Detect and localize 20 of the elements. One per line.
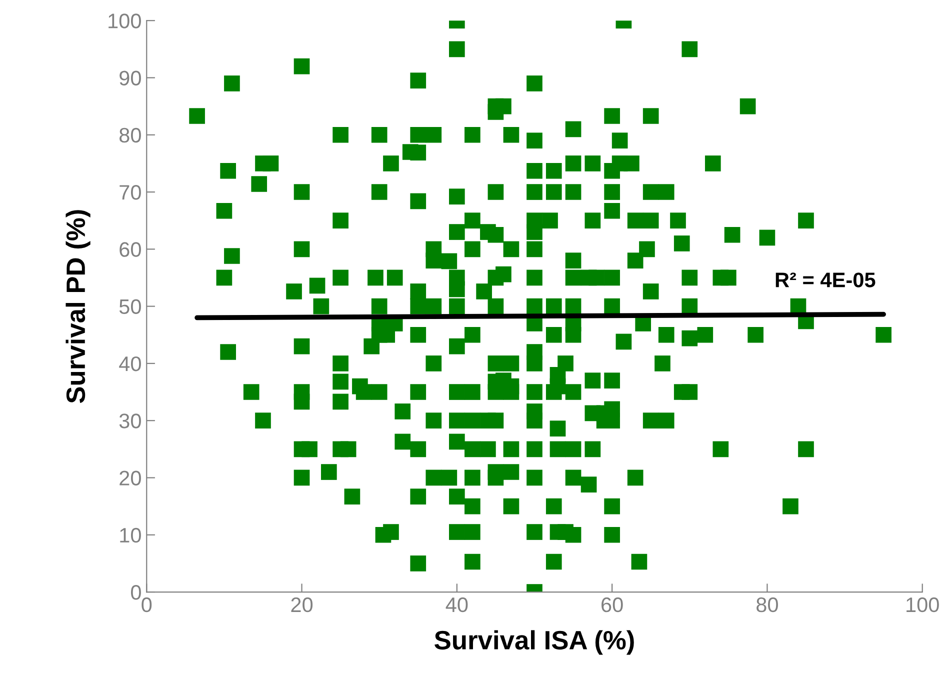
y-tick-label: 70 <box>120 185 141 200</box>
y-tick-label: 80 <box>120 128 141 143</box>
x-tick-label: 100 <box>906 597 939 612</box>
x-tick-label: 0 <box>142 597 152 612</box>
annotation: R² = 4E-05 <box>776 272 876 288</box>
y-tick-label: 50 <box>119 299 141 314</box>
x-tick-label: 20 <box>291 597 313 612</box>
y-tick-label: 20 <box>120 470 141 486</box>
x-axis-title: Survival ISA (%) <box>434 630 634 655</box>
y-tick-label: 90 <box>120 70 141 86</box>
y-tick-label: 40 <box>119 356 141 372</box>
x-tick-label: 80 <box>756 597 778 612</box>
x-tick-label: 60 <box>602 597 623 612</box>
y-tick-label: 10 <box>120 528 141 543</box>
y-axis-title: Survival PD (%) <box>66 210 90 404</box>
x-tick-label: 40 <box>446 597 468 612</box>
y-tick-label: 60 <box>120 242 141 257</box>
y-tick-label: 0 <box>130 585 141 600</box>
y-tick-label: 100 <box>108 14 141 28</box>
y-tick-label: 30 <box>119 414 141 428</box>
